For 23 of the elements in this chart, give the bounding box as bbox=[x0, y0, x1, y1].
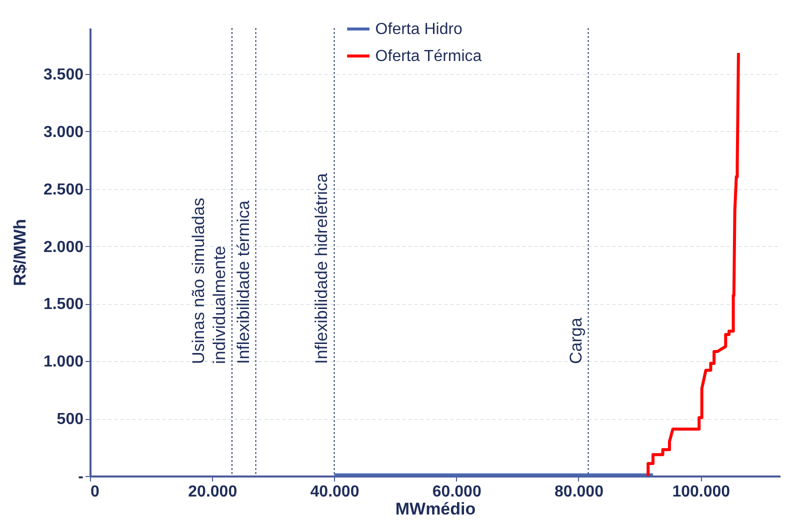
x-tick-label: 40.000 bbox=[310, 484, 360, 500]
y-tick-label: - bbox=[78, 468, 84, 486]
x-tick-label: 80.000 bbox=[554, 484, 604, 500]
legend-label: Oferta Térmica bbox=[375, 48, 482, 65]
y-tick-label: 1.500 bbox=[43, 296, 84, 314]
y-tick-label: 3.000 bbox=[43, 124, 84, 141]
x-axis-title: MWmédio bbox=[395, 500, 476, 518]
ref-line-label: Inflexibilidade hidrelétrica bbox=[312, 172, 332, 364]
legend-label: Oferta Hidro bbox=[375, 21, 463, 38]
x-tick-label: 0 bbox=[90, 484, 100, 500]
y-tick-label: 2.500 bbox=[43, 181, 84, 198]
y-tick-label: 500 bbox=[56, 411, 84, 428]
y-tick-label: 2.000 bbox=[43, 238, 84, 256]
y-tick-label: 1.000 bbox=[43, 354, 84, 371]
y-axis-title: R$/MWh bbox=[10, 218, 30, 286]
y-tick-label: 3.500 bbox=[43, 66, 84, 84]
ref-line-label: Inflexibilidade térmica bbox=[234, 200, 253, 364]
line-series bbox=[646, 51, 740, 478]
ref-line-label: Carga bbox=[566, 317, 586, 364]
x-tick-label: 100.000 bbox=[672, 484, 730, 500]
x-tick-label: 60.000 bbox=[432, 484, 482, 500]
x-tick-label: 20.000 bbox=[188, 484, 238, 500]
ref-line-label: Usinas não simuladas individualmente bbox=[188, 198, 229, 364]
